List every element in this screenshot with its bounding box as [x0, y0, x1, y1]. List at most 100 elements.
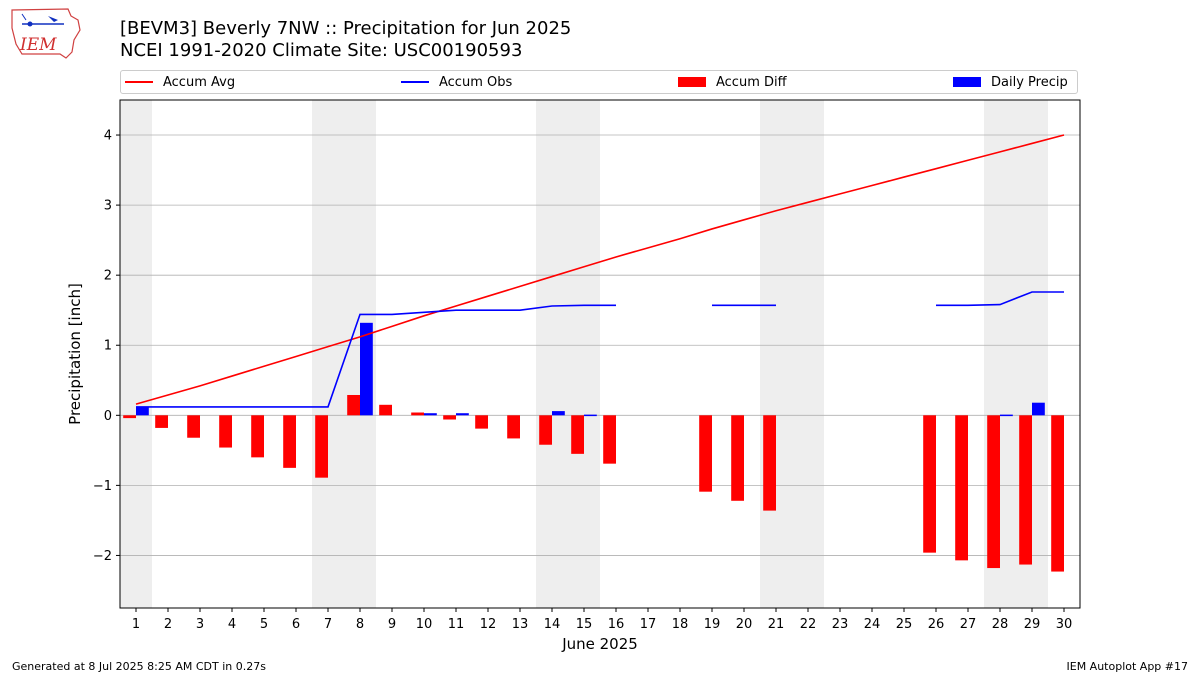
- x-tick-label: 25: [896, 617, 913, 632]
- legend-swatch-accum-obs: [401, 81, 429, 83]
- accum-diff-bar: [507, 415, 520, 439]
- daily-precip-bar: [456, 413, 469, 416]
- legend-swatch-accum-diff: [678, 77, 706, 87]
- accum-diff-bar: [283, 415, 296, 468]
- accum-diff-bar: [699, 415, 712, 492]
- accum-diff-bar: [475, 415, 488, 429]
- x-tick-label: 30: [1056, 617, 1073, 632]
- x-tick-label: 19: [704, 617, 721, 632]
- footer-generated-text: Generated at 8 Jul 2025 8:25 AM CDT in 0…: [12, 660, 266, 673]
- weekend-shade: [792, 100, 824, 608]
- x-tick-label: 11: [448, 617, 465, 632]
- y-axis-label: Precipitation [inch]: [66, 283, 84, 425]
- legend-label-accum-obs: Accum Obs: [439, 74, 513, 90]
- daily-precip-bar: [1000, 414, 1013, 417]
- footer-app-text: IEM Autoplot App #17: [1066, 660, 1189, 673]
- accum-diff-bar: [955, 415, 968, 561]
- legend-item-daily-precip: Daily Precip: [953, 71, 1068, 93]
- accum-diff-bar: [411, 412, 424, 416]
- daily-precip-bar: [552, 411, 565, 416]
- y-tick-label: 0: [104, 409, 112, 424]
- accum-diff-bar: [923, 415, 936, 553]
- x-tick-label: 18: [672, 617, 689, 632]
- legend-item-accum-diff: Accum Diff: [678, 71, 787, 93]
- accum-diff-bar: [379, 404, 392, 416]
- accum-diff-bar: [539, 415, 552, 445]
- x-tick-label: 7: [324, 617, 332, 632]
- x-tick-label: 22: [800, 617, 817, 632]
- accum-diff-bar: [987, 415, 1000, 569]
- iem-logo-text: IEM: [19, 35, 57, 55]
- accum-obs-line: [136, 304, 616, 408]
- y-tick-label: −2: [93, 549, 112, 564]
- chart-title: [BEVM3] Beverly 7NW :: Precipitation for…: [120, 18, 572, 39]
- accum-diff-bar: [187, 415, 200, 438]
- chart-legend: Accum Avg Accum Obs Accum Diff Daily Pre…: [120, 70, 1078, 94]
- x-tick-label: 2: [164, 617, 172, 632]
- x-tick-label: 23: [832, 617, 849, 632]
- accum-diff-bar: [1019, 415, 1032, 565]
- legend-label-accum-avg: Accum Avg: [163, 74, 236, 90]
- x-tick-label: 13: [512, 617, 529, 632]
- accum-diff-bar: [763, 415, 776, 511]
- daily-precip-bar: [1032, 402, 1045, 416]
- y-tick-label: 4: [104, 129, 112, 144]
- accum-diff-bar: [315, 415, 328, 478]
- daily-precip-bar: [136, 406, 149, 416]
- daily-precip-bar: [360, 322, 373, 416]
- accum-diff-bar: [603, 415, 616, 464]
- weekend-shade: [760, 100, 792, 608]
- accum-diff-bar: [219, 415, 232, 448]
- legend-swatch-daily-precip: [953, 77, 981, 87]
- y-tick-label: 1: [104, 339, 112, 354]
- y-tick-label: 3: [104, 199, 112, 214]
- accum-diff-bar: [155, 415, 168, 428]
- x-tick-label: 1: [132, 617, 140, 632]
- weekend-shade: [536, 100, 568, 608]
- legend-swatch-accum-avg: [125, 81, 153, 83]
- accum-diff-bar: [1051, 415, 1064, 572]
- accum-diff-bar: [731, 415, 744, 501]
- x-tick-label: 26: [928, 617, 945, 632]
- accum-obs-line: [936, 291, 1064, 307]
- accum-diff-bar: [443, 415, 456, 420]
- x-tick-label: 21: [768, 617, 785, 632]
- accum-diff-bar: [251, 415, 264, 458]
- x-tick-label: 29: [1024, 617, 1041, 632]
- x-tick-label: 14: [544, 617, 561, 632]
- accum-diff-bar: [571, 415, 584, 454]
- x-tick-label: 4: [228, 617, 236, 632]
- x-axis-label: June 2025: [561, 635, 638, 653]
- accum-diff-bar: [123, 415, 136, 419]
- x-tick-label: 28: [992, 617, 1009, 632]
- legend-label-daily-precip: Daily Precip: [991, 74, 1068, 90]
- legend-label-accum-diff: Accum Diff: [716, 74, 787, 90]
- x-tick-label: 20: [736, 617, 753, 632]
- x-tick-label: 6: [292, 617, 300, 632]
- chart-subtitle: NCEI 1991-2020 Climate Site: USC00190593: [120, 40, 523, 61]
- x-tick-label: 10: [416, 617, 433, 632]
- legend-item-accum-avg: Accum Avg: [125, 71, 235, 93]
- x-tick-label: 27: [960, 617, 977, 632]
- x-tick-label: 3: [196, 617, 204, 632]
- y-tick-label: 2: [104, 269, 112, 284]
- iem-logo: IEM: [11, 8, 81, 59]
- x-tick-label: 15: [576, 617, 593, 632]
- x-tick-label: 24: [864, 617, 881, 632]
- weekend-shade: [312, 100, 344, 608]
- x-tick-label: 8: [356, 617, 364, 632]
- x-tick-label: 5: [260, 617, 268, 632]
- legend-item-accum-obs: Accum Obs: [401, 71, 512, 93]
- x-tick-label: 17: [640, 617, 657, 632]
- x-tick-label: 12: [480, 617, 497, 632]
- y-tick-label: −1: [93, 479, 112, 494]
- weekend-shade: [568, 100, 600, 608]
- daily-precip-bar: [584, 414, 597, 417]
- x-tick-label: 9: [388, 617, 396, 632]
- weekend-shade: [120, 100, 152, 608]
- accum-diff-bar: [347, 394, 360, 416]
- daily-precip-bar: [424, 413, 437, 416]
- plot-frame: [119, 99, 1081, 609]
- accum-avg-line: [135, 134, 1065, 405]
